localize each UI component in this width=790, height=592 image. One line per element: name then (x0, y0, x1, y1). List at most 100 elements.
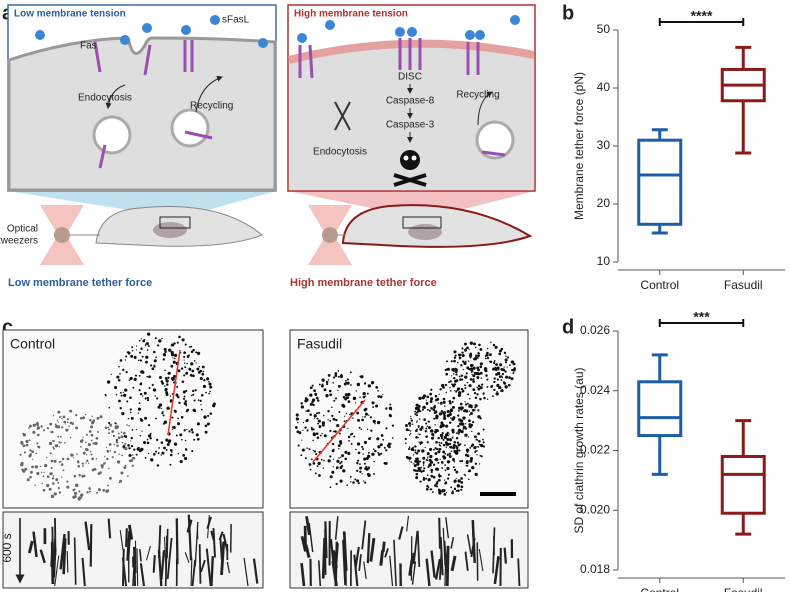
punctum (431, 436, 434, 440)
punctum (312, 403, 315, 407)
punctum (171, 451, 173, 453)
punctum (512, 372, 515, 375)
punctum (337, 444, 341, 448)
punctum (95, 436, 99, 440)
punctum (50, 459, 54, 463)
punctum (185, 371, 189, 375)
punctum (442, 438, 445, 441)
punctum (426, 395, 430, 399)
kymo-line (312, 399, 366, 463)
punctum (126, 400, 129, 403)
punctum (179, 460, 183, 464)
punctum (116, 375, 120, 379)
punctum (119, 391, 122, 394)
punctum (120, 394, 123, 397)
punctum (174, 357, 176, 360)
punctum (437, 488, 441, 492)
punctum (448, 433, 450, 435)
punctum (427, 420, 430, 423)
punctum (477, 354, 480, 358)
punctum (338, 432, 341, 435)
punctum (135, 453, 138, 456)
punctum (315, 432, 319, 436)
punctum (355, 448, 357, 451)
punctum (449, 380, 452, 383)
track (464, 551, 469, 571)
punctum (512, 368, 516, 372)
punctum (504, 385, 508, 389)
punctum (360, 375, 364, 379)
punctum (499, 363, 503, 367)
punctum (479, 365, 483, 369)
punctum (477, 432, 480, 436)
punctum (416, 469, 419, 473)
punctum (448, 399, 452, 403)
punctum (414, 469, 417, 472)
punctum (207, 414, 210, 417)
punctum (55, 478, 59, 482)
punctum (312, 428, 315, 431)
punctum (295, 413, 299, 417)
punctum (80, 493, 84, 497)
punctum (86, 459, 89, 462)
punctum (197, 399, 200, 401)
punctum (331, 442, 335, 446)
punctum (146, 375, 149, 378)
punctum (504, 361, 508, 364)
punctum (140, 419, 144, 422)
punctum (464, 403, 468, 406)
label: Endocytosis (313, 147, 367, 158)
nucleus (153, 222, 187, 238)
punctum (339, 441, 343, 445)
punctum (458, 428, 462, 432)
punctum (414, 449, 417, 452)
punctum (451, 428, 455, 432)
punctum (472, 366, 476, 370)
punctum (479, 397, 482, 401)
punctum (430, 474, 434, 478)
x-tick-label: Control (640, 586, 679, 592)
punctum (480, 443, 484, 448)
punctum (28, 439, 31, 442)
punctum (177, 452, 180, 455)
punctum (156, 344, 159, 347)
punctum (455, 489, 458, 492)
track (366, 533, 371, 564)
punctum (61, 476, 63, 478)
punctum (109, 450, 112, 452)
punctum (130, 444, 134, 448)
punctum (359, 466, 363, 470)
track (133, 546, 137, 587)
punctum (382, 438, 385, 441)
punctum (429, 400, 433, 403)
track (342, 531, 348, 571)
punctum (414, 410, 417, 413)
punctum (108, 432, 110, 435)
track (389, 555, 394, 587)
punctum (439, 402, 443, 405)
punctum (486, 356, 490, 360)
punctum (137, 407, 142, 411)
punctum (180, 415, 184, 419)
punctum (99, 471, 102, 474)
punctum (475, 450, 478, 452)
punctum (371, 401, 375, 405)
punctum (474, 371, 478, 375)
punctum (465, 360, 467, 363)
punctum (22, 432, 25, 435)
punctum (363, 462, 366, 465)
punctum (418, 433, 421, 436)
punctum (165, 383, 169, 386)
punctum (96, 416, 100, 420)
punctum (385, 449, 388, 452)
punctum (457, 424, 460, 428)
punctum (108, 443, 112, 446)
punctum (496, 390, 498, 393)
track (493, 535, 495, 556)
punctum (108, 421, 111, 425)
punctum (427, 457, 429, 459)
punctum (425, 435, 428, 438)
punctum (300, 454, 303, 457)
track (62, 538, 67, 575)
punctum (66, 457, 70, 461)
